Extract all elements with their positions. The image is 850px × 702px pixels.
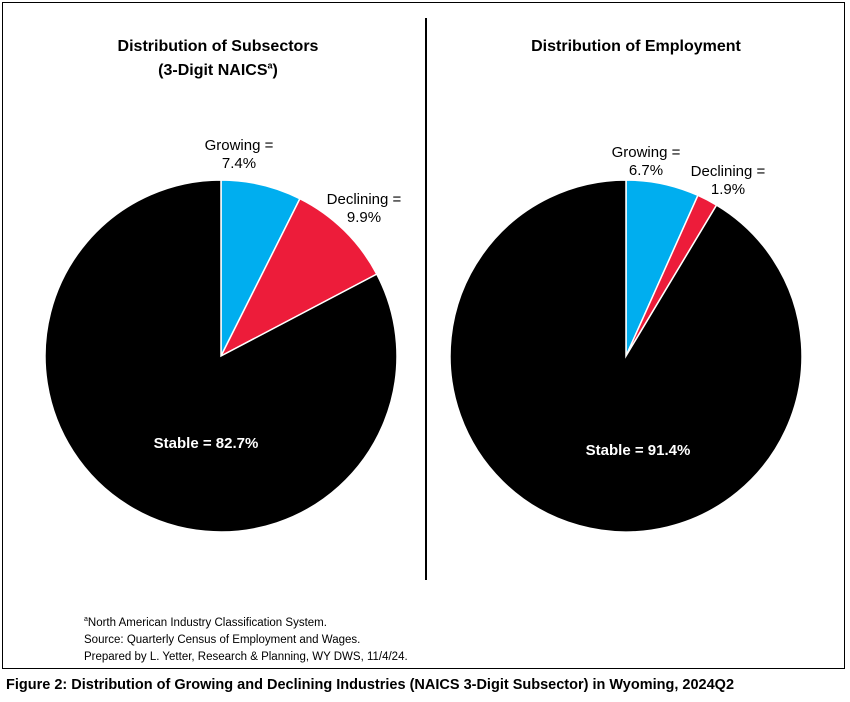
footnote-line: aNorth American Industry Classification … [84,615,408,632]
notes: aNorth American Industry Classification … [84,615,408,666]
subsectors-pie: Growing = 7.4% Declining = 9.9% Stable = 82.… [44,137,402,533]
slice-label-growing: Growing = 7.4% [205,137,274,172]
slice-label-stable: Stable = 91.4% [586,442,691,459]
right-chart-title: Distribution of Employment [436,35,836,59]
figure-frame [2,2,845,669]
source-line: Source: Quarterly Census of Employment a… [84,634,361,646]
pie-slice-stable [44,179,398,533]
left-chart-title: Distribution of Subsectors (3-Digit NAIC… [18,35,418,83]
slice-label-declining: Declining = 1.9% [691,163,766,198]
footnote-text: North American Industry Classification S… [87,617,327,629]
left-chart-subtitle-close: ) [272,62,278,79]
left-chart-title-line2: (3-Digit NAICSa) [18,59,418,83]
slice-label-declining: Declining = 9.9% [327,191,402,226]
left-chart-title-line1: Distribution of Subsectors [117,38,319,55]
prepared-line: Prepared by L. Yetter, Research & Planni… [84,651,408,663]
figure-caption: Figure 2: Distribution of Growing and De… [6,677,735,693]
right-chart-title-line1: Distribution of Employment [531,38,741,55]
left-chart-subtitle-sup: a [267,60,273,71]
slice-label-stable: Stable = 82.7% [154,435,259,452]
slice-label-growing: Growing = 6.7% [612,144,681,179]
left-chart-subtitle: (3-Digit NAICS [158,62,268,79]
employment-pie: Growing = 6.7% Declining = 1.9% Stable = 91.… [449,144,803,533]
pie-slice-stable [449,179,803,533]
pie-slice-declining [219,197,378,358]
footnote-marker: a [84,616,88,624]
panel-divider [425,18,427,580]
